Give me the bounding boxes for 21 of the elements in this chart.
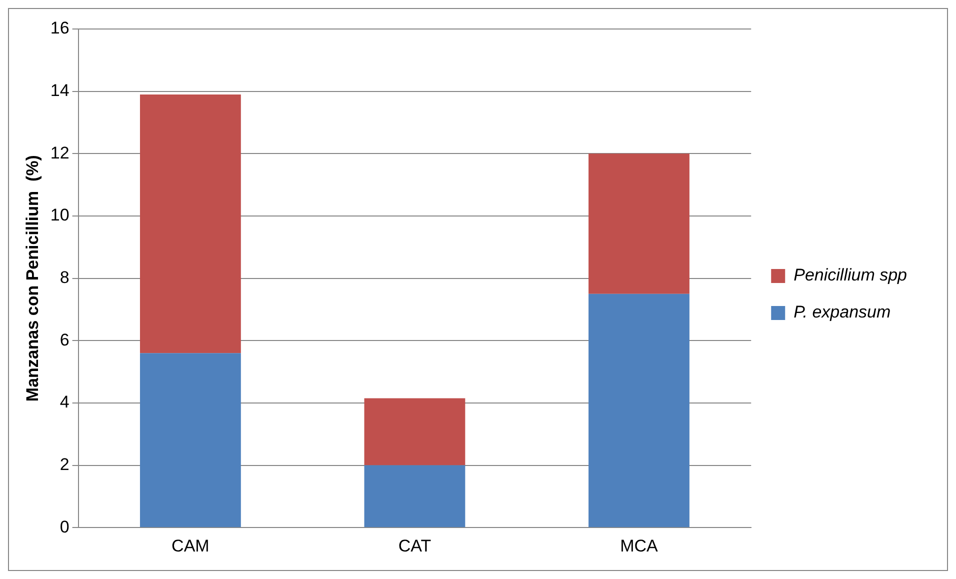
x-tick-label: MCA <box>620 536 659 556</box>
x-tick-label: CAT <box>398 536 432 556</box>
bar <box>588 294 690 528</box>
y-tick-label: 16 <box>50 18 70 38</box>
x-tick-label: CAM <box>172 536 210 556</box>
y-tick-label: 8 <box>60 268 70 287</box>
y-tick-label: 12 <box>50 143 70 162</box>
legend-label: Penicillium spp <box>794 266 908 285</box>
y-tick-label: 2 <box>60 454 70 474</box>
y-axis-title: Manzanas con Penicillium (%) <box>22 155 42 402</box>
bar <box>364 398 466 466</box>
y-tick-label: 6 <box>60 330 70 350</box>
y-tick-label: 4 <box>60 392 70 412</box>
bar <box>588 154 690 294</box>
y-tick-label: 10 <box>50 206 70 225</box>
bar <box>140 353 241 528</box>
y-tick-label: 14 <box>50 81 70 100</box>
y-tick-label: 0 <box>60 517 70 536</box>
legend-label: P. expansum <box>794 302 891 322</box>
bar <box>140 94 241 354</box>
bar <box>364 465 466 528</box>
